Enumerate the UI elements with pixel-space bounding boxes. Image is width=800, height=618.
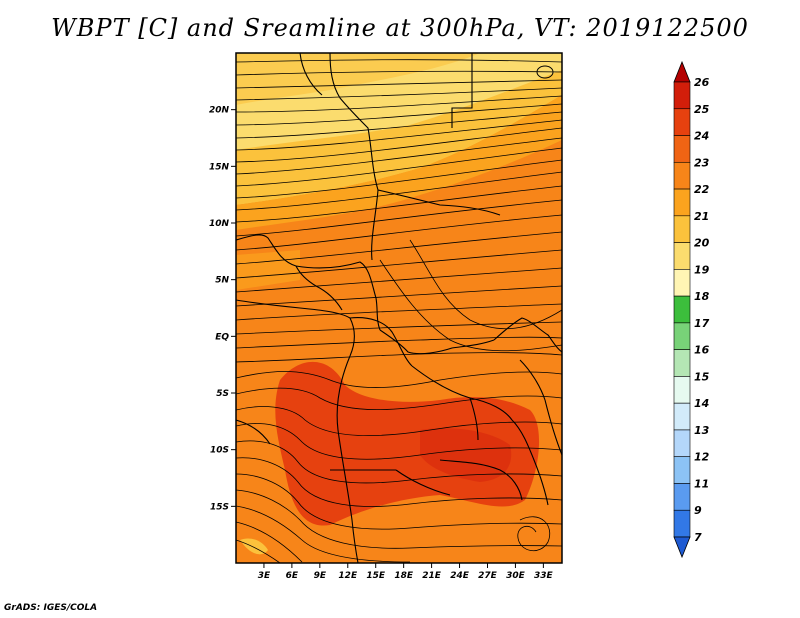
- colorbar-label: 13: [694, 424, 710, 437]
- longitude-axis: 3E 6E 9E 12E 15E 18E 21E 24E 27E 30E 33E: [258, 563, 554, 581]
- map-title: WBPT [C] and Sreamline at 300hPa, VT: 20…: [51, 14, 749, 42]
- colorbar-label: 9: [694, 504, 702, 517]
- field-patch-20-south: [240, 538, 268, 555]
- colorbar-bin: [673, 483, 691, 511]
- colorbar-bin: [673, 242, 691, 270]
- lon-tick-label: 30E: [506, 571, 526, 581]
- field-patch-20: [236, 53, 480, 105]
- colorbar-label: 26: [694, 76, 710, 89]
- colorbar-label: 11: [694, 477, 709, 490]
- colorbar-bin: [673, 161, 691, 190]
- colorbar-bin: [673, 456, 691, 484]
- latitude-axis: 20N 15N 10N 5N EQ 5S 10S 15S: [209, 106, 236, 512]
- colorbar-bin: [673, 188, 691, 217]
- colorbar-bin: [673, 402, 691, 431]
- lon-tick-label: 18E: [394, 571, 414, 581]
- colorbar-label: 23: [694, 156, 710, 169]
- colorbar-label: 7: [694, 531, 702, 544]
- colorbar-label: 15: [694, 370, 710, 383]
- map-field: [236, 53, 562, 563]
- field-band-21: [236, 95, 562, 230]
- lat-tick-label: 5S: [216, 389, 229, 399]
- lon-tick-label: 33E: [534, 571, 554, 581]
- lat-tick-label: 15S: [210, 502, 229, 512]
- colorbar-bin: [673, 135, 691, 163]
- lat-tick-label: 15N: [209, 162, 230, 172]
- colorbar-label: 17: [694, 317, 710, 330]
- field-region-23: [275, 361, 540, 526]
- lake-outline: [536, 65, 554, 79]
- lon-tick-label: 15E: [366, 571, 386, 581]
- colorbar-top-arrow: [673, 60, 691, 83]
- colorbar-bin: [673, 215, 691, 243]
- colorbar-bin: [673, 349, 691, 377]
- lon-tick-label: 3E: [258, 571, 271, 581]
- lon-tick-label: 21E: [422, 571, 442, 581]
- lat-tick-label: 10S: [210, 446, 229, 456]
- lat-tick-label: 20N: [209, 106, 230, 116]
- colorbar-label: 18: [694, 290, 710, 303]
- colorbar-label: 20: [694, 237, 710, 250]
- colorbar-label: 21: [694, 210, 709, 223]
- lon-tick-label: 24E: [450, 571, 470, 581]
- country-borders: [236, 53, 562, 563]
- colorbar-bin: [673, 509, 691, 538]
- colorbar-label: 14: [694, 397, 709, 410]
- colorbar-bin: [673, 295, 691, 324]
- lat-tick-label: 5N: [215, 276, 229, 286]
- colorbar-label: 22: [694, 183, 710, 196]
- lat-tick-label: 10N: [209, 219, 230, 229]
- lon-tick-label: 6E: [286, 571, 299, 581]
- colorbar-label: 12: [694, 451, 710, 464]
- lon-tick-label: 12E: [338, 571, 358, 581]
- map-frame: [235, 52, 563, 564]
- lat-tick-label: EQ: [215, 332, 229, 342]
- field-region-24: [420, 428, 512, 482]
- colorbar: 26 25 24 23 22 21 20 19 18 17 16 15 14 13 12 11 9 7: [673, 60, 710, 559]
- colorbar-bin: [673, 429, 691, 458]
- lon-tick-label: 27E: [478, 571, 498, 581]
- colorbar-label: 16: [694, 344, 710, 357]
- colorbar-label: 19: [694, 263, 710, 276]
- colorbar-bin: [673, 269, 691, 297]
- colorbar-bottom-arrow: [673, 536, 691, 559]
- colorbar-label: 24: [694, 130, 709, 143]
- colorbar-bin: [673, 81, 691, 110]
- footer-credit: GrADS: IGES/COLA: [4, 603, 98, 613]
- lon-tick-label: 9E: [314, 571, 327, 581]
- colorbar-bin: [673, 376, 691, 404]
- colorbar-label: 25: [694, 103, 710, 116]
- colorbar-bin: [673, 322, 691, 350]
- colorbar-bin: [673, 108, 691, 136]
